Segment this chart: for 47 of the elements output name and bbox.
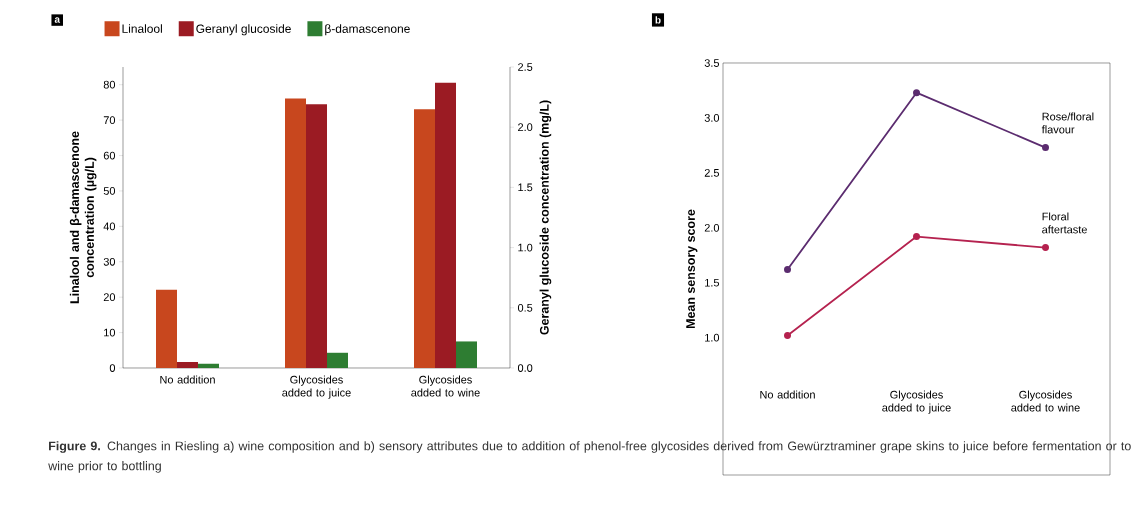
y-tick-label: 3.0 [704,114,720,122]
point [1042,144,1050,152]
x-tick-label: Glycosides added to wine [411,375,480,397]
y-tick-label: 30 [103,257,116,266]
y2-tick-label: 2.0 [518,123,533,132]
y-tick-label: 20 [103,293,116,302]
y2-axis-title: Geranyl glucoside concentration (mg/L) [539,100,552,335]
point [784,266,792,274]
y-tick-label: 0 [109,364,116,372]
y-tick-label: 1.0 [705,333,720,342]
chart-title: a [54,17,61,23]
y-axis-title: Linalool and β-damascenone concentration (µg/L) [69,131,97,304]
y-tick-label: 60 [103,151,116,160]
point [913,89,921,97]
annotation: Figure 9. Changes in Riesling a) wine composition and b) sensory attributes due to addition of phenol-free glycosides derived from Gewürztraminer grape skins to juice before fermentation or to wine prior to bottling [48,441,1131,473]
bar [456,341,477,368]
y-tick-label: 1.5 [705,278,720,287]
bar [327,352,348,368]
series-label: Rose/floral flavour [1041,112,1094,134]
y2-tick-label: 1.5 [518,183,533,192]
x-tick-label: No addition [760,390,815,399]
x-tick-label: Glycosides added to wine [1011,390,1080,412]
x-tick-label: No addition [160,375,215,384]
y-tick-label: 2.0 [704,223,720,232]
series-label: Floral aftertaste [1042,212,1087,234]
y-tick-label: 2.5 [704,169,720,177]
y-tick-label: 50 [103,187,116,195]
y2-tick-label: 1.0 [518,243,533,252]
y-tick-label: 3.5 [704,59,720,67]
legend-label: β-damascenone [325,24,410,36]
bar [156,289,177,368]
y-axis-title: Mean sensory score [686,209,698,329]
legend-label: Linalool [122,24,162,33]
y-tick-label: 10 [104,328,116,337]
y2-tick-label: 2.5 [518,63,533,71]
point [784,331,792,339]
x-tick-label: Glycosides added to juice [282,375,351,399]
y2-tick-label: 0.5 [517,303,533,312]
y-tick-label: 70 [103,116,116,124]
x-tick-label: Glycosides added to juice [882,390,951,414]
chart-title: b [655,16,661,24]
y-tick-label: 80 [103,80,116,89]
y2-tick-label: 0.0 [517,364,533,372]
legend-label: Geranyl glucoside [196,24,291,36]
y-tick-label: 40 [103,222,116,231]
point [913,233,921,241]
point [1042,244,1050,252]
